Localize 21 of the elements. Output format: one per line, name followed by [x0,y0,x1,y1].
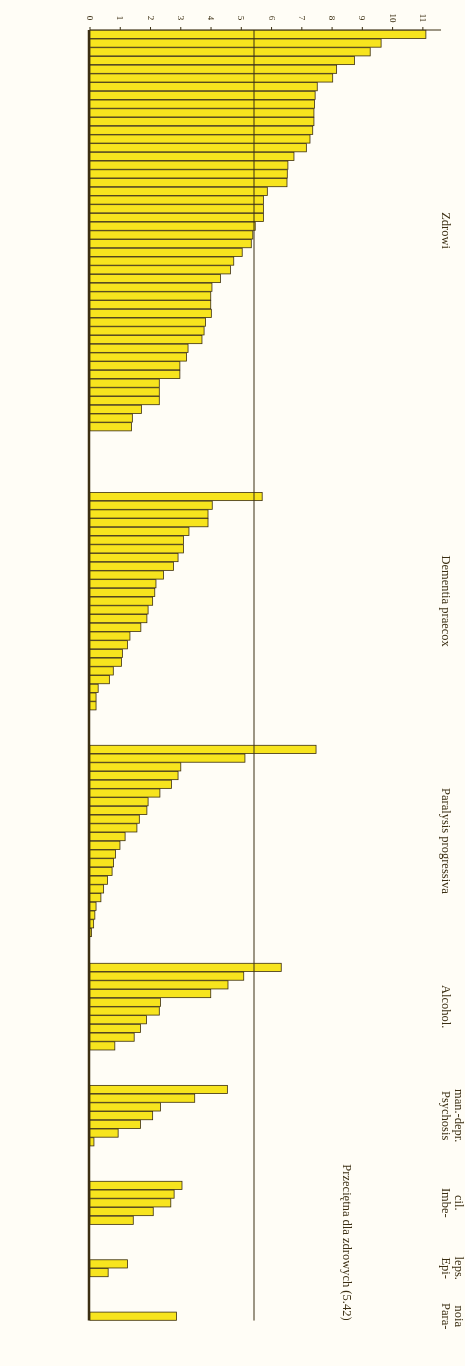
text: Alcohol. [439,984,453,1029]
text: Paralysis progressiva [439,788,453,895]
x-tick-label: 7 [296,15,307,21]
text: Zdrowi [439,212,453,250]
x-tick-label: 5 [236,15,247,21]
text: Psychosis man.-depr. [439,1088,465,1143]
x-tick-label: 9 [357,15,368,21]
x-tick-label: 11 [417,13,428,23]
x-tick-label: 10 [387,13,398,23]
x-tick-label: 3 [175,15,186,21]
text: Imbe- cil. [439,1187,465,1218]
x-tick-label: 8 [327,15,338,21]
x-tick-label: 4 [206,15,217,21]
text: Dementia praecox [439,555,453,648]
x-tick-label: 6 [266,15,277,21]
x-tick-label: 1 [115,15,126,21]
text: Epi- leps. [439,1256,465,1280]
x-tick-label: 2 [145,15,156,21]
ref-line-label: Przeciętna dla zdrowych (5.42) [340,1164,355,1321]
text: Para- noia [439,1303,465,1330]
x-tick-label: 0 [85,15,95,21]
